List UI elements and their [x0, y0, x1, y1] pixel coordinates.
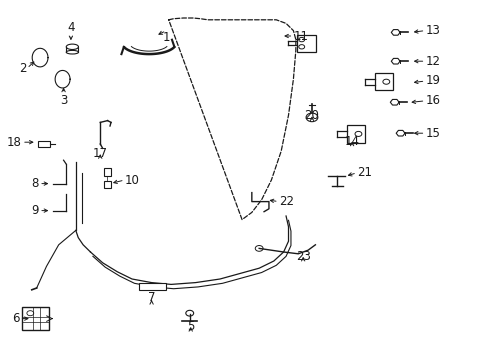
Text: 13: 13: [425, 24, 439, 37]
Bar: [346, 125, 365, 143]
Text: 21: 21: [356, 166, 371, 179]
Bar: [38, 141, 50, 147]
Bar: [103, 168, 110, 176]
Polygon shape: [390, 58, 399, 64]
Text: 18: 18: [7, 136, 22, 149]
Bar: [374, 73, 392, 90]
Polygon shape: [389, 99, 398, 105]
Text: 16: 16: [425, 94, 440, 107]
Circle shape: [305, 113, 317, 122]
Text: 3: 3: [60, 94, 67, 107]
Text: 9: 9: [32, 204, 39, 217]
Text: 4: 4: [67, 21, 75, 34]
Text: 14: 14: [344, 135, 359, 148]
Text: 5: 5: [186, 320, 194, 333]
Polygon shape: [390, 30, 399, 35]
Text: 2: 2: [20, 62, 27, 75]
Text: 1: 1: [162, 31, 170, 44]
Text: 6: 6: [12, 312, 20, 325]
Text: 8: 8: [32, 177, 39, 190]
Text: 17: 17: [93, 147, 107, 160]
Text: 23: 23: [295, 250, 310, 263]
Text: 19: 19: [425, 75, 440, 87]
Text: 15: 15: [425, 127, 439, 140]
Bar: [139, 283, 166, 290]
Bar: [296, 35, 316, 52]
Text: 10: 10: [124, 174, 139, 186]
Text: 11: 11: [293, 30, 308, 42]
Text: 22: 22: [278, 195, 293, 208]
Bar: [103, 181, 110, 188]
Bar: [21, 307, 49, 330]
Text: 20: 20: [304, 109, 319, 122]
Polygon shape: [395, 130, 404, 136]
Text: 12: 12: [425, 55, 440, 68]
Text: 7: 7: [147, 291, 155, 304]
